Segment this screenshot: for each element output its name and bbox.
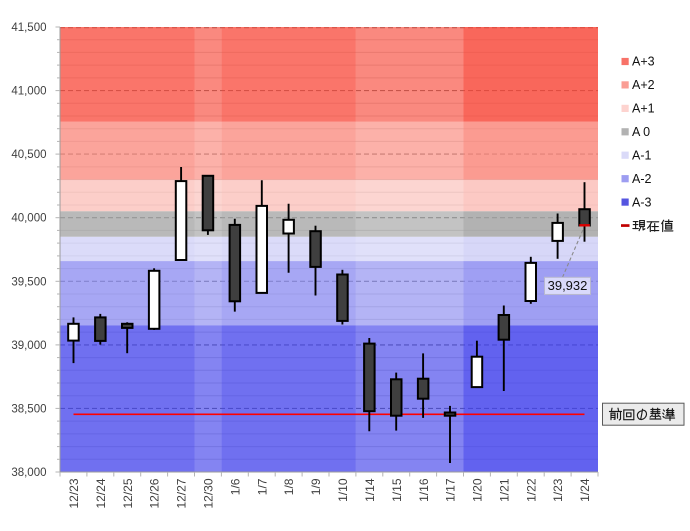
- svg-text:1/10: 1/10: [336, 478, 350, 502]
- svg-text:41,500: 41,500: [11, 22, 46, 34]
- svg-text:1/8: 1/8: [282, 478, 296, 495]
- svg-text:39,500: 39,500: [11, 276, 46, 288]
- svg-text:12/27: 12/27: [175, 478, 189, 508]
- svg-text:A+2: A+2: [632, 78, 655, 92]
- svg-text:12/25: 12/25: [121, 478, 135, 508]
- svg-text:40,500: 40,500: [11, 149, 46, 161]
- svg-text:1/21: 1/21: [497, 478, 511, 502]
- svg-text:1/16: 1/16: [417, 478, 431, 502]
- svg-text:38,500: 38,500: [11, 403, 46, 415]
- svg-text:A 0: A 0: [632, 125, 650, 139]
- svg-text:1/24: 1/24: [578, 478, 592, 502]
- svg-text:1/20: 1/20: [471, 478, 485, 502]
- svg-text:A-2: A-2: [632, 172, 652, 186]
- svg-text:1/22: 1/22: [524, 478, 538, 502]
- svg-text:12/30: 12/30: [202, 478, 216, 508]
- svg-text:41,000: 41,000: [11, 86, 46, 98]
- svg-text:A+1: A+1: [632, 102, 655, 116]
- svg-text:A-1: A-1: [632, 148, 652, 162]
- svg-text:1/14: 1/14: [363, 478, 377, 502]
- svg-text:A+3: A+3: [632, 55, 655, 69]
- svg-text:38,000: 38,000: [11, 467, 46, 479]
- svg-text:1/17: 1/17: [444, 478, 458, 502]
- svg-text:1/15: 1/15: [390, 478, 404, 502]
- svg-text:1/9: 1/9: [309, 478, 323, 495]
- svg-text:12/24: 12/24: [94, 478, 108, 508]
- svg-text:39,000: 39,000: [11, 340, 46, 352]
- svg-text:1/6: 1/6: [228, 478, 242, 495]
- svg-text:39,932: 39,932: [548, 278, 588, 293]
- svg-text:A-3: A-3: [632, 195, 652, 209]
- svg-text:12/23: 12/23: [67, 478, 81, 508]
- svg-text:1/23: 1/23: [551, 478, 565, 502]
- svg-text:12/26: 12/26: [148, 478, 162, 508]
- svg-text:1/7: 1/7: [255, 478, 269, 495]
- svg-text:40,000: 40,000: [11, 213, 46, 225]
